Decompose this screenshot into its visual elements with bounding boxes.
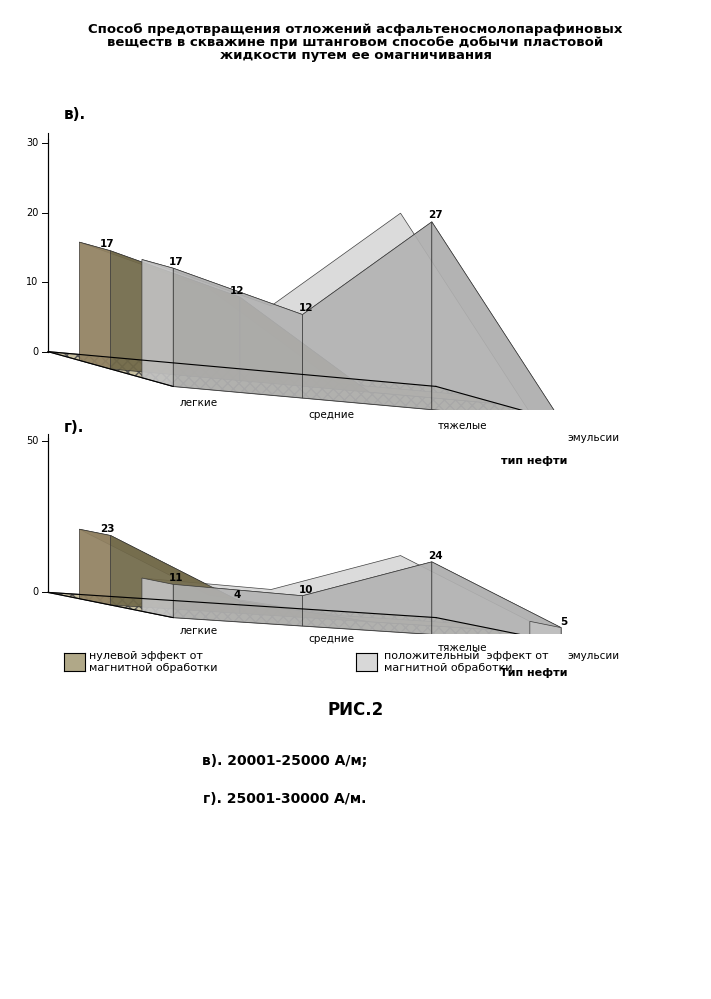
Polygon shape — [530, 413, 561, 422]
Polygon shape — [111, 251, 240, 381]
Text: 11: 11 — [169, 573, 183, 583]
Text: 17: 17 — [169, 257, 183, 267]
Text: 12: 12 — [299, 303, 313, 313]
Polygon shape — [432, 222, 561, 422]
Text: 20: 20 — [26, 208, 38, 218]
Polygon shape — [142, 578, 173, 617]
Text: РИС.2: РИС.2 — [327, 701, 384, 719]
Polygon shape — [467, 396, 498, 404]
Polygon shape — [111, 535, 240, 613]
Text: нулевой эффект от
магнитной обработки: нулевой эффект от магнитной обработки — [89, 651, 218, 673]
Polygon shape — [302, 561, 432, 634]
Polygon shape — [48, 592, 561, 642]
Polygon shape — [80, 242, 111, 369]
Text: 4: 4 — [233, 590, 240, 600]
Text: 17: 17 — [100, 240, 114, 250]
Text: 12: 12 — [230, 286, 244, 296]
Text: Способ предотвращения отложений асфальтеносмолопарафиновых: Способ предотвращения отложений асфальте… — [88, 23, 623, 36]
Polygon shape — [48, 352, 561, 422]
Text: в). 20001-25000 А/м;: в). 20001-25000 А/м; — [202, 754, 367, 768]
Text: 30: 30 — [26, 138, 38, 148]
Polygon shape — [80, 242, 498, 404]
Polygon shape — [432, 561, 561, 642]
Text: эмульсии: эмульсии — [567, 651, 619, 661]
Polygon shape — [240, 297, 369, 393]
Text: 23: 23 — [100, 524, 114, 534]
Polygon shape — [142, 213, 561, 422]
Text: легкие: легкие — [179, 398, 218, 408]
Polygon shape — [173, 584, 302, 626]
Text: средние: средние — [309, 410, 355, 420]
Polygon shape — [369, 621, 498, 630]
Text: веществ в скважине при штанговом способе добычи пластовой: веществ в скважине при штанговом способе… — [107, 36, 604, 49]
Text: эмульсии: эмульсии — [567, 433, 619, 443]
Text: тяжелые: тяжелые — [438, 422, 488, 432]
Text: тип нефти: тип нефти — [501, 456, 567, 466]
Polygon shape — [80, 529, 111, 605]
Text: г).: г). — [64, 420, 85, 435]
Polygon shape — [530, 621, 561, 642]
Polygon shape — [173, 268, 302, 398]
Text: Тип нефти: Тип нефти — [500, 668, 567, 678]
Text: 50: 50 — [26, 437, 38, 447]
Polygon shape — [302, 222, 432, 410]
Text: 10: 10 — [26, 277, 38, 287]
Text: тяжелые: тяжелые — [438, 642, 488, 652]
Text: жидкости путем ее омагничивания: жидкости путем ее омагничивания — [220, 49, 491, 62]
Text: г). 25001-30000 А/м.: г). 25001-30000 А/м. — [203, 792, 366, 806]
Text: 10: 10 — [299, 584, 313, 594]
Polygon shape — [369, 393, 498, 404]
Text: в).: в). — [64, 107, 86, 122]
Polygon shape — [80, 529, 498, 630]
Polygon shape — [467, 623, 498, 630]
Text: 24: 24 — [427, 550, 442, 560]
Text: 0: 0 — [33, 587, 38, 597]
Text: 5: 5 — [561, 616, 568, 626]
Text: 0: 0 — [33, 347, 38, 357]
Text: положительный  эффект от
магнитной обработки: положительный эффект от магнитной обрабо… — [384, 651, 548, 673]
Polygon shape — [142, 555, 561, 627]
Text: легкие: легкие — [179, 626, 218, 636]
Polygon shape — [240, 601, 369, 621]
Text: 27: 27 — [427, 211, 442, 221]
Polygon shape — [142, 260, 173, 387]
Text: средние: средние — [309, 634, 355, 644]
